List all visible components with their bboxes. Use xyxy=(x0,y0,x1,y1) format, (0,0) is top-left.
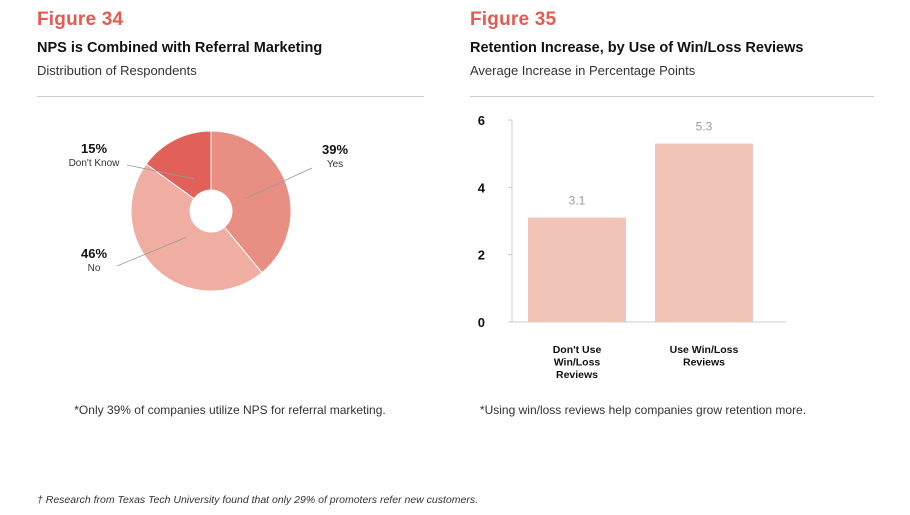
pie-slice-no xyxy=(130,163,263,292)
fig35-title: Retention Increase, by Use of Win/Loss R… xyxy=(470,40,804,56)
pie-leader-line xyxy=(126,164,195,180)
pie-slice-yes xyxy=(210,130,292,274)
fig35-divider xyxy=(470,96,874,97)
bars xyxy=(528,143,753,322)
pie-category-label: No xyxy=(88,263,101,274)
x-category-label: Use Win/Loss xyxy=(670,344,739,356)
bar xyxy=(655,143,753,322)
fig34-number: Figure 34 xyxy=(37,9,124,30)
x-category-label: Win/Loss xyxy=(554,357,601,369)
pie-slice-don-t-know xyxy=(145,130,212,200)
pie-percent-label: 46% xyxy=(81,246,107,261)
y-tick-label: 2 xyxy=(478,248,485,263)
pie-labels: 39% Yes 46% No 15% Don't Know xyxy=(69,141,349,274)
pie-percent-label: 15% xyxy=(81,141,107,156)
x-category-label: Reviews xyxy=(683,357,725,369)
pie-category-label: Yes xyxy=(327,159,343,170)
y-tick-label: 4 xyxy=(478,180,486,195)
x-category-label: Reviews xyxy=(556,369,598,381)
pie-leader-line xyxy=(244,167,313,200)
pie-category-label: Don't Know xyxy=(69,158,121,169)
bar-value-label: 3.1 xyxy=(569,194,586,208)
y-tick-label: 6 xyxy=(478,113,485,128)
fig34-title: NPS is Combined with Referral Marketing xyxy=(37,40,323,56)
pie-chart: 39% Yes 46% No 15% Don't Know xyxy=(69,130,349,292)
bar xyxy=(528,217,626,322)
fig34-subtitle: Distribution of Respondents xyxy=(37,63,197,78)
fig34-divider xyxy=(37,96,424,97)
footer-note: † Research from Texas Tech University fo… xyxy=(37,494,479,506)
bar-value-label: 5.3 xyxy=(696,120,713,134)
pie-leader-line xyxy=(116,236,187,267)
x-category-label: Don't Use xyxy=(553,344,602,356)
fig34-note: *Only 39% of companies utilize NPS for r… xyxy=(74,403,386,417)
fig35-note: *Using win/loss reviews help companies g… xyxy=(479,403,807,417)
pie-leader-lines xyxy=(116,164,313,267)
pie-slices xyxy=(130,130,292,292)
fig35-number: Figure 35 xyxy=(470,9,557,30)
y-tick-label: 0 xyxy=(478,315,485,330)
pie-percent-label: 39% xyxy=(322,142,348,157)
fig35-subtitle: Average Increase in Percentage Points xyxy=(470,63,696,78)
